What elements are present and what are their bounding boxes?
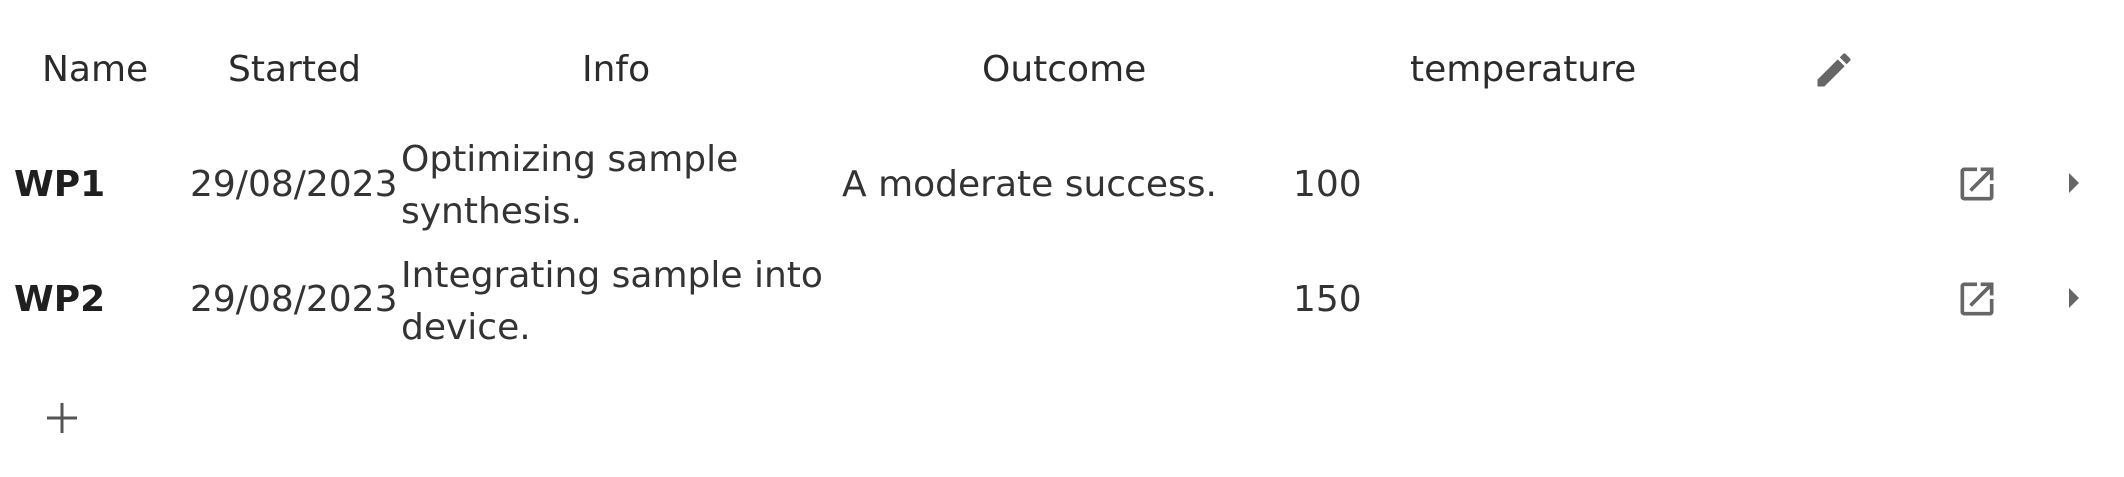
column-header-info[interactable]: Info — [582, 49, 651, 90]
caret-right-icon[interactable] — [2062, 281, 2086, 315]
column-header-temperature[interactable]: temperature — [1410, 49, 1637, 90]
column-header-started[interactable]: Started — [228, 49, 361, 90]
row-info: Optimizing sample synthesis. — [401, 139, 739, 232]
row-name: WP2 — [14, 279, 106, 320]
row-started: 29/08/2023 — [190, 279, 398, 320]
row-outcome: A moderate success. — [842, 164, 1217, 205]
open-in-new-icon[interactable] — [1955, 277, 1999, 321]
row-info: Integrating sample into device. — [401, 255, 823, 348]
pencil-icon[interactable] — [1812, 48, 1856, 92]
row-name: WP1 — [14, 164, 106, 205]
plus-icon[interactable] — [44, 400, 80, 436]
row-temperature: 150 — [1293, 279, 1362, 320]
row-temperature: 100 — [1293, 164, 1362, 205]
open-in-new-icon[interactable] — [1955, 162, 1999, 206]
column-header-outcome[interactable]: Outcome — [982, 49, 1147, 90]
row-started: 29/08/2023 — [190, 164, 398, 205]
caret-right-icon[interactable] — [2062, 166, 2086, 200]
column-header-name[interactable]: Name — [42, 49, 149, 90]
